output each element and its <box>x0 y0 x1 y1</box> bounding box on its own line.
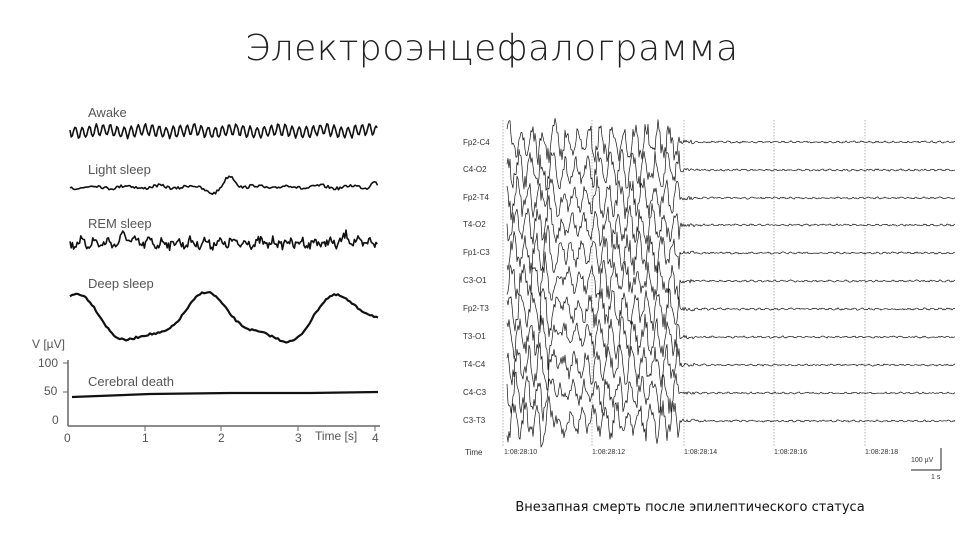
y-tick-100: 100 <box>38 356 58 370</box>
channel-label-11: C3-T3 <box>463 416 486 425</box>
trace-rem-sleep <box>69 229 378 252</box>
trace-label-awake: Awake <box>88 105 127 120</box>
channel-label-3: Fp2-T4 <box>463 193 489 202</box>
x-tick-0: 0 <box>64 431 71 445</box>
channel-trace-8 <box>506 313 955 371</box>
slide-title: Электроэнцефалограмма <box>245 28 739 69</box>
x-tick-4: 4 <box>372 431 379 445</box>
y-tick-50: 50 <box>44 384 58 398</box>
scale-bar-duration: 1 s <box>931 474 941 481</box>
y-tick-0: 0 <box>52 413 59 427</box>
timestamp-2: 1:08:28:12 <box>592 449 625 456</box>
channel-trace-4 <box>506 195 955 248</box>
sleep-stages-eeg-figure: Awake Light sleep REM sleep Deep sleep C… <box>32 105 380 445</box>
timestamp-3: 1:08:28:14 <box>684 449 717 456</box>
channel-label-5: Fp1-C3 <box>463 248 490 257</box>
channel-trace-5 <box>506 224 955 276</box>
channel-label-7: Fp2-T3 <box>463 304 489 313</box>
channel-trace-3 <box>506 175 955 221</box>
channel-label-6: C3-O1 <box>463 276 487 285</box>
status-epilepticus-eeg-figure: Fp2-C4 C4-O2 Fp2-T4 T4-O2 Fp1-C3 C3-O1 F… <box>463 117 955 481</box>
channel-label-4: T4-O2 <box>463 220 486 229</box>
x-tick-2: 2 <box>218 431 225 445</box>
timestamp-5: 1:08:28:18 <box>865 449 898 456</box>
channel-trace-9 <box>506 342 955 391</box>
scale-bar: 100 µV 1 s <box>911 448 942 481</box>
trace-label-deep-sleep: Deep sleep <box>88 276 154 291</box>
figure-caption: Внезапная смерть после эпилептического с… <box>515 500 865 515</box>
channel-trace-2 <box>506 148 955 191</box>
x-tick-1: 1 <box>142 431 149 445</box>
channel-label-2: C4-O2 <box>463 165 487 174</box>
trace-label-light-sleep: Light sleep <box>88 162 151 177</box>
channel-trace-7 <box>506 288 955 338</box>
x-axis-label: Time [s] <box>315 429 357 443</box>
sleep-stage-traces <box>69 123 379 399</box>
trace-light-sleep <box>69 175 379 196</box>
channel-label-9: T4-C4 <box>463 360 486 369</box>
timestamp-4: 1:08:28:16 <box>774 449 807 456</box>
channel-trace-11 <box>506 395 955 448</box>
channel-trace-1 <box>506 117 955 166</box>
channel-traces <box>506 117 955 448</box>
scale-bar-amplitude: 100 µV <box>911 457 934 464</box>
trace-label-cerebral-death: Cerebral death <box>88 374 174 389</box>
timestamp-1: 1:08:28:10 <box>504 449 537 456</box>
trace-awake <box>69 123 378 140</box>
trace-cerebral-death <box>71 390 379 399</box>
trace-label-rem-sleep: REM sleep <box>88 216 152 231</box>
channel-label-8: T3-O1 <box>463 332 486 341</box>
channel-label-10: C4-C3 <box>463 388 487 397</box>
channel-label-1: Fp2-C4 <box>463 138 490 147</box>
channel-trace-6 <box>506 251 955 301</box>
x-tick-3: 3 <box>295 431 302 445</box>
time-row-label: Time <box>465 448 483 457</box>
channel-trace-10 <box>506 371 955 422</box>
trace-deep-sleep <box>69 291 379 344</box>
y-axis-label: V [µV] <box>32 337 65 351</box>
